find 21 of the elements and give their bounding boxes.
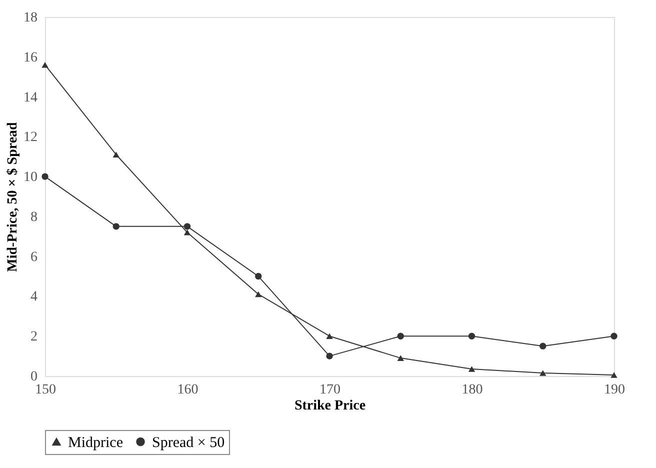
x-tick-label: 170	[320, 382, 340, 398]
x-tick-label: 180	[462, 382, 483, 398]
y-tick-label: 14	[24, 90, 38, 106]
legend-label: Midprice	[68, 434, 124, 451]
y-tick-label: 2	[30, 330, 38, 345]
x-tick-label: 190	[604, 382, 625, 398]
y-tick-label: 6	[30, 250, 38, 265]
y-axis-title: Mid-Price, 50 × $ Spread	[6, 122, 20, 272]
x-axis-title: Strike Price	[294, 398, 366, 414]
y-tick-label: 10	[24, 170, 38, 186]
y-tick-label: 8	[30, 210, 38, 225]
y-tick-label: 4	[30, 290, 38, 305]
y-tick-label: 16	[24, 50, 38, 66]
x-tick-label: 150	[35, 382, 56, 398]
y-tick-label: 0	[30, 370, 38, 384]
y-tick-label: 18	[24, 10, 38, 26]
x-tick-label: 160	[177, 382, 198, 398]
legend-label: Spread × 50	[152, 434, 225, 451]
point	[42, 173, 48, 180]
point	[610, 372, 618, 378]
y-tick-label: 12	[24, 130, 38, 146]
